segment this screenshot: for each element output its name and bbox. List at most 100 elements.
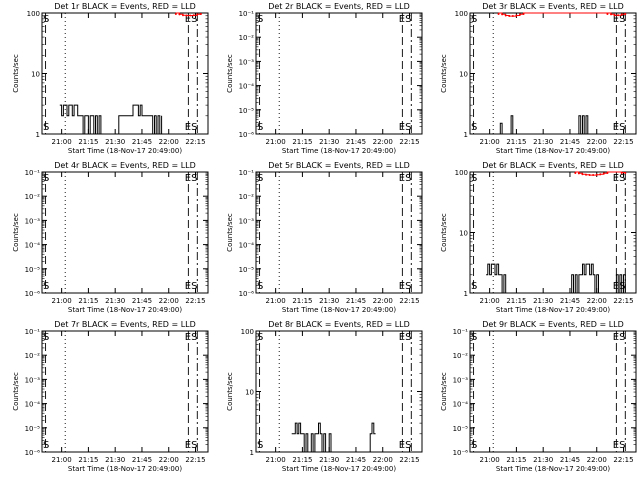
events-series — [486, 263, 626, 294]
marker-es-bottom: ES — [399, 440, 412, 451]
x-tick-label: 21:00 — [52, 456, 72, 464]
x-tick-label: 21:30 — [533, 456, 553, 464]
x-tick-label: 21:30 — [105, 297, 125, 305]
lld-point — [199, 13, 202, 15]
marker-s-top: S — [471, 14, 477, 25]
lld-point — [508, 15, 511, 18]
marker-es-bottom: ES — [613, 281, 626, 292]
marker-es-top: ES — [399, 173, 412, 184]
x-tick-label: 21:45 — [346, 138, 366, 146]
y-tick-label: 10⁻¹ — [239, 10, 255, 18]
x-tick-label: 22:15 — [613, 138, 633, 146]
marker-es-bottom: ES — [399, 281, 412, 292]
marker-es-top: ES — [613, 332, 626, 343]
marker-s-bottom: S — [257, 281, 263, 292]
lld-point — [497, 13, 500, 15]
lld-point — [624, 13, 627, 15]
x-tick-label: 21:15 — [506, 456, 526, 464]
y-tick-label: 10⁻⁴ — [25, 242, 41, 250]
marker-es-bottom: ES — [613, 122, 626, 133]
x-tick-label: 21:15 — [292, 138, 312, 146]
chart-panel-2: Det 2r BLACK = Events, RED = LLD 10⁻⁶ 10⁻⁵… — [226, 2, 423, 155]
y-tick-label: 1 — [250, 449, 254, 457]
y-tick-label: 10⁻³ — [453, 376, 469, 384]
lld-point — [581, 173, 584, 176]
x-tick-label: 22:15 — [613, 297, 633, 305]
plot-frame — [255, 12, 423, 135]
y-tick-label: 100 — [241, 328, 254, 336]
marker-es-bottom: ES — [613, 440, 626, 451]
marker-s-bottom: S — [257, 122, 263, 133]
x-axis-label: Start Time (18-Nov-17 20:49:00) — [496, 147, 610, 155]
y-axis-label: Counts/sec — [226, 372, 234, 411]
y-axis-label: Counts/sec — [12, 213, 20, 252]
y-tick-label: 10⁻³ — [239, 58, 255, 66]
lld-point — [606, 172, 609, 174]
y-axis-label: Counts/sec — [226, 213, 234, 252]
x-tick-label: 21:15 — [506, 138, 526, 146]
y-tick-label: 10⁻² — [239, 34, 255, 42]
y-tick-label: 10⁻² — [239, 193, 255, 201]
lld-point — [595, 173, 598, 176]
chart-title: Det 3r BLACK = Events, RED = LLD — [482, 2, 624, 11]
marker-s-bottom: S — [471, 281, 477, 292]
y-axis-label: Counts/sec — [440, 372, 448, 411]
marker-s-bottom: S — [471, 440, 477, 451]
lld-point — [504, 14, 507, 17]
marker-s-bottom: S — [43, 440, 49, 451]
x-tick-label: 21:30 — [319, 456, 339, 464]
y-tick-label: 10⁻¹ — [453, 328, 469, 336]
lld-point — [620, 13, 623, 16]
x-axis-label: Start Time (18-Nov-17 20:49:00) — [496, 465, 610, 473]
x-tick-label: 22:15 — [185, 297, 205, 305]
y-tick-label: 10⁻¹ — [25, 169, 41, 177]
y-tick-label: 1 — [36, 131, 40, 139]
marker-es-bottom: ES — [185, 122, 198, 133]
x-tick-label: 22:00 — [587, 138, 607, 146]
marker-es-top: ES — [185, 173, 198, 184]
marker-s-bottom: S — [257, 440, 263, 451]
plot-frame — [255, 330, 423, 453]
marker-es-top: ES — [399, 332, 412, 343]
x-tick-label: 21:15 — [78, 456, 98, 464]
y-tick-label: 10⁻¹ — [25, 328, 41, 336]
y-axis-label: Counts/sec — [440, 54, 448, 93]
lld-point — [602, 172, 605, 175]
x-tick-label: 22:15 — [399, 297, 419, 305]
lld-point — [182, 14, 185, 17]
marker-s-bottom: S — [43, 122, 49, 133]
marker-es-top: ES — [185, 332, 198, 343]
marker-es-top: ES — [613, 173, 626, 184]
chart-title: Det 2r BLACK = Events, RED = LLD — [268, 2, 410, 11]
y-tick-label: 1 — [464, 290, 468, 298]
chart-title: Det 7r BLACK = Events, RED = LLD — [54, 320, 196, 329]
chart-panel-1: Det 1r BLACK = Events, RED = LLD 1 10 100 Co… — [12, 2, 209, 155]
x-tick-label: 22:00 — [159, 297, 179, 305]
y-tick-label: 10⁻¹ — [239, 169, 255, 177]
x-tick-label: 21:00 — [52, 138, 72, 146]
y-tick-label: 100 — [455, 169, 468, 177]
marker-s-top: S — [471, 332, 477, 343]
y-axis-label: Counts/sec — [12, 372, 20, 411]
x-axis-label: Start Time (18-Nov-17 20:49:00) — [282, 465, 396, 473]
y-tick-label: 10 — [459, 230, 468, 238]
x-axis-label: Start Time (18-Nov-17 20:49:00) — [282, 306, 396, 314]
x-tick-label: 22:00 — [373, 456, 393, 464]
y-tick-label: 10⁻⁴ — [25, 401, 41, 409]
y-tick-label: 10⁻⁶ — [239, 131, 255, 139]
marker-s-top: S — [43, 173, 49, 184]
x-tick-label: 21:45 — [560, 456, 580, 464]
chart-panel-7: Det 7r BLACK = Events, RED = LLD 10⁻⁶ 10⁻⁵… — [12, 320, 209, 473]
x-tick-label: 22:15 — [613, 456, 633, 464]
lld-point — [592, 174, 595, 177]
marker-es-top: ES — [399, 14, 412, 25]
plot-frame — [41, 171, 209, 294]
x-tick-label: 21:00 — [480, 138, 500, 146]
x-tick-label: 22:15 — [185, 138, 205, 146]
x-tick-label: 21:45 — [132, 297, 152, 305]
x-axis-label: Start Time (18-Nov-17 20:49:00) — [496, 306, 610, 314]
y-tick-label: 10⁻⁵ — [25, 266, 41, 274]
marker-s-bottom: S — [471, 122, 477, 133]
